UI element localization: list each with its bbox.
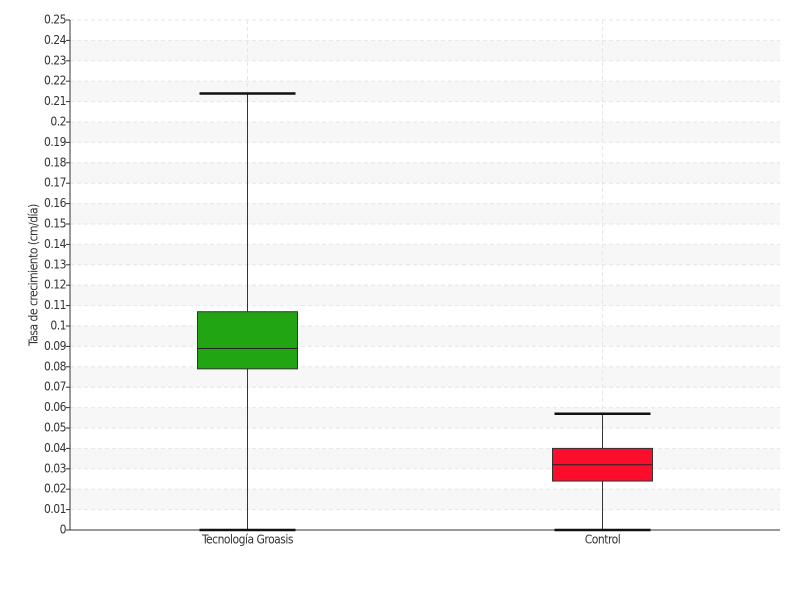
y-tick-label: 0.14 bbox=[44, 237, 67, 251]
y-tick-label: 0.06 bbox=[44, 400, 67, 414]
x-tick-label: Control bbox=[585, 533, 621, 547]
y-tick-label: 0.23 bbox=[44, 53, 66, 67]
x-tick-label: Tecnología Groasis bbox=[201, 533, 294, 547]
grid-band bbox=[70, 40, 780, 61]
grid-band bbox=[70, 448, 780, 469]
y-tick-label: 0.24 bbox=[44, 33, 67, 47]
y-tick-label: 0.04 bbox=[44, 441, 67, 455]
grid-band bbox=[70, 122, 780, 143]
grid-band bbox=[70, 407, 780, 428]
y-tick-label: 0 bbox=[60, 523, 67, 537]
y-tick-label: 0.1 bbox=[50, 319, 66, 333]
grid-band bbox=[70, 285, 780, 306]
y-tick-label: 0.22 bbox=[44, 74, 66, 88]
y-axis-label: Tasa de crecimiento (cm/día) bbox=[27, 204, 41, 347]
y-tick-label: 0.09 bbox=[44, 339, 67, 353]
y-tick-label: 0.2 bbox=[50, 115, 66, 129]
grid-band bbox=[70, 244, 780, 265]
y-tick-label: 0.05 bbox=[44, 421, 66, 435]
grid-band bbox=[70, 203, 780, 224]
y-tick-label: 0.02 bbox=[44, 482, 66, 496]
y-tick-label: 0.08 bbox=[44, 359, 67, 373]
y-tick-label: 0.13 bbox=[44, 257, 66, 271]
grid-band bbox=[70, 81, 780, 102]
y-tick-label: 0.03 bbox=[44, 461, 66, 475]
y-tick-label: 0.19 bbox=[44, 135, 67, 149]
box bbox=[197, 311, 298, 370]
grid-band bbox=[70, 326, 780, 347]
y-tick-label: 0.11 bbox=[44, 298, 66, 312]
y-tick-label: 0.25 bbox=[44, 13, 66, 27]
y-tick-label: 0.12 bbox=[44, 278, 66, 292]
y-tick-label: 0.18 bbox=[44, 155, 67, 169]
y-tick-label: 0.07 bbox=[44, 380, 66, 394]
y-tick-label: 0.17 bbox=[44, 176, 66, 190]
grid-band bbox=[70, 366, 780, 388]
y-tick-label: 0.01 bbox=[44, 502, 66, 516]
grid-band bbox=[70, 162, 780, 184]
grid-band bbox=[70, 489, 780, 510]
y-tick-label: 0.15 bbox=[44, 217, 66, 231]
y-tick-label: 0.16 bbox=[44, 196, 67, 210]
y-tick-label: 0.21 bbox=[44, 94, 66, 108]
